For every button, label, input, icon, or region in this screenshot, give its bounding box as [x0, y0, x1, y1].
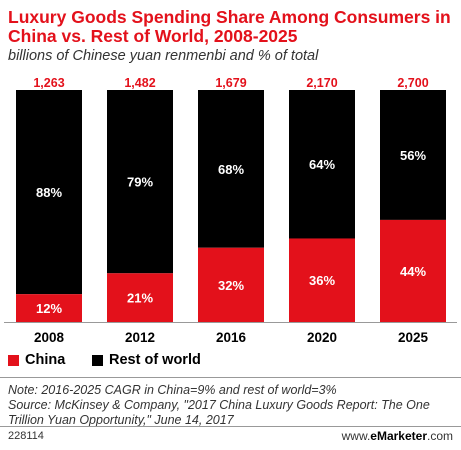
total-label-2012: 1,482	[124, 76, 155, 90]
bar-rest-of-world-2012	[107, 90, 173, 274]
bar-rest-of-world-2025	[380, 90, 446, 220]
x-tick-label-2012: 2012	[125, 330, 155, 345]
bar-rest-of-world-2008	[16, 90, 82, 295]
legend-label-rest-of-world: Rest of world	[109, 352, 201, 368]
x-tick-label-2020: 2020	[307, 330, 337, 345]
data-label-china-2025: 44%	[400, 264, 426, 279]
chart-id: 228114	[8, 430, 44, 442]
legend-swatch-china	[8, 354, 19, 366]
chart-subtitle: billions of Chinese yuan renmenbi and % …	[8, 48, 319, 64]
bar-china-2020	[289, 238, 355, 322]
total-label-2020: 2,170	[306, 76, 337, 90]
x-tick-label-2016: 2016	[216, 330, 247, 345]
x-tick-label-2008: 2008	[34, 330, 65, 345]
data-label-rest-of-world-2012: 79%	[127, 175, 153, 190]
data-label-china-2016: 32%	[218, 278, 244, 293]
data-label-rest-of-world-2020: 64%	[309, 157, 335, 172]
chart-title: Luxury Goods Spending Share Among Consum…	[8, 7, 451, 46]
bar-china-2016	[198, 247, 264, 322]
data-label-rest-of-world-2008: 88%	[36, 185, 62, 200]
stacked-bar-chart: 1,263 88% 12% 2008 1,482 79% 21% 2012 1,679 68% 32…	[4, 76, 457, 345]
brand-link[interactable]: www.eMarketer.com	[342, 429, 453, 443]
legend-label-china: China	[25, 352, 66, 368]
total-label-2025: 2,700	[397, 76, 428, 90]
data-label-china-2012: 21%	[127, 291, 153, 306]
bar-china-2025	[380, 219, 446, 322]
legend-item-china: China	[8, 352, 65, 368]
data-label-rest-of-world-2016: 68%	[218, 162, 244, 177]
total-label-2008: 1,263	[33, 76, 64, 90]
bar-china-2012	[107, 273, 173, 322]
x-tick-label-2025: 2025	[398, 330, 429, 345]
legend-swatch-rest-of-world	[92, 354, 103, 366]
brand-suffix: .com	[426, 429, 453, 443]
total-label-2016: 1,679	[215, 76, 246, 90]
brand-name: eMarketer	[370, 429, 427, 443]
data-label-china-2008: 12%	[36, 301, 62, 316]
bar-china-2008	[16, 294, 82, 322]
note-line: Note: 2016-2025 CAGR in China=9% and res…	[8, 383, 337, 397]
divider-bottom	[0, 426, 461, 427]
chart-note: Note: 2016-2025 CAGR in China=9% and res…	[8, 383, 456, 428]
bar-rest-of-world-2020	[289, 90, 355, 239]
legend-item-rest-of-world: Rest of world	[92, 352, 201, 368]
data-label-rest-of-world-2025: 56%	[400, 148, 426, 163]
bar-rest-of-world-2016	[198, 90, 264, 248]
data-label-china-2020: 36%	[309, 273, 335, 288]
source-line: Source: McKinsey & Company, "2017 China …	[8, 398, 430, 427]
divider-top	[0, 377, 461, 378]
brand-prefix: www.	[341, 429, 371, 443]
